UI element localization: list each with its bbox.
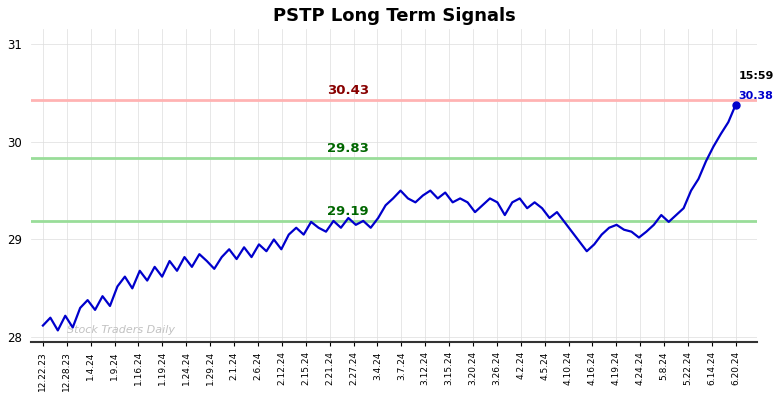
Text: 30.43: 30.43 — [327, 84, 368, 97]
Text: 15:59: 15:59 — [739, 71, 774, 81]
Text: 29.83: 29.83 — [327, 142, 368, 156]
Title: PSTP Long Term Signals: PSTP Long Term Signals — [273, 7, 516, 25]
Text: 29.19: 29.19 — [327, 205, 368, 218]
Text: Stock Traders Daily: Stock Traders Daily — [67, 325, 175, 336]
Text: 30.38: 30.38 — [739, 91, 774, 101]
